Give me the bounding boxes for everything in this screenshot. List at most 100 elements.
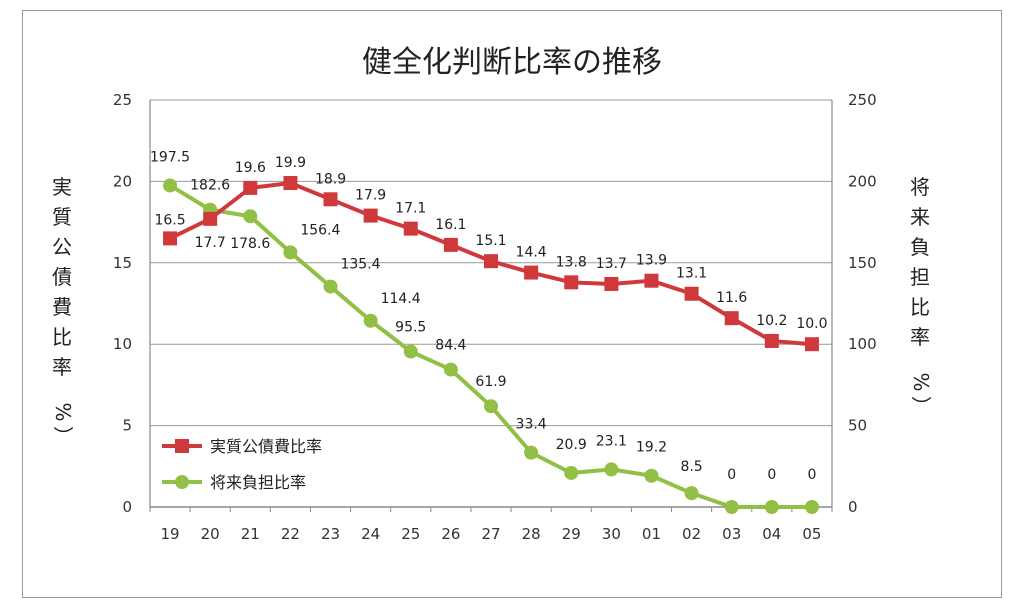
chart-title: 健全化判断比率の推移	[362, 45, 662, 80]
axis-unit-char: ）	[909, 396, 933, 416]
data-point-debt-service	[764, 333, 779, 348]
data-point-debt-service	[564, 275, 579, 290]
axis-title-char: 質	[52, 205, 72, 229]
data-point-future-burden	[283, 245, 298, 260]
legend-label-future-burden: 将来負担比率	[210, 473, 306, 492]
data-point-debt-service	[443, 237, 458, 252]
right-tick-label: 200	[848, 172, 877, 190]
data-label-debt-service: 17.1	[395, 201, 426, 217]
data-point-debt-service	[724, 311, 739, 326]
left-tick-label: 0	[122, 498, 132, 516]
data-point-debt-service	[203, 211, 218, 226]
axis-title-char: 率	[910, 325, 930, 349]
right-tick-label: 0	[848, 498, 858, 516]
axis-title-char: 公	[52, 235, 72, 259]
data-point-debt-service	[243, 180, 258, 195]
data-point-future-burden	[443, 362, 458, 377]
legend-marker-future-burden	[175, 475, 189, 489]
axis-title-char: 将	[910, 175, 930, 199]
axis-title-char: 負	[910, 235, 930, 259]
data-point-future-burden	[644, 468, 659, 483]
data-label-debt-service: 13.9	[636, 253, 667, 269]
left-tick-label: 5	[122, 417, 132, 435]
left-tick-label: 25	[113, 91, 132, 109]
data-label-debt-service: 14.4	[516, 245, 547, 261]
data-point-debt-service	[804, 337, 819, 352]
x-tick-label: 25	[401, 525, 420, 543]
right-tick-label: 50	[848, 417, 867, 435]
x-tick-label: 04	[762, 525, 781, 543]
data-label-debt-service: 17.7	[195, 235, 226, 251]
right-axis-ticks: 0 50 100 150 200 250	[848, 91, 877, 516]
axis-title-char: 比	[52, 325, 72, 349]
axis-title-char: 比	[910, 295, 930, 319]
x-tick-label: 26	[441, 525, 460, 543]
data-point-future-burden	[363, 313, 378, 328]
axis-unit-char: %	[51, 402, 75, 421]
gridlines	[149, 99, 833, 508]
data-label-debt-service: 18.9	[315, 171, 346, 187]
legend-label-debt-service: 実質公債費比率	[210, 437, 322, 456]
data-point-future-burden	[484, 399, 498, 414]
data-point-debt-service	[403, 221, 418, 236]
data-label-future-burden: 197.5	[150, 149, 190, 165]
data-point-debt-service	[604, 276, 619, 291]
data-label-debt-service: 13.8	[556, 254, 587, 270]
data-label-debt-service: 13.1	[676, 266, 707, 282]
data-point-debt-service	[484, 254, 498, 269]
x-tick-label: 30	[602, 525, 621, 543]
data-label-debt-service: 15.1	[475, 233, 506, 249]
data-label-debt-service: 10.2	[756, 313, 787, 329]
data-label-future-burden: 156.4	[300, 222, 340, 238]
data-point-future-burden	[403, 344, 418, 359]
data-point-future-burden	[804, 500, 819, 514]
x-tick-label: 05	[802, 525, 821, 543]
data-point-future-burden	[524, 445, 539, 460]
left-tick-label: 20	[113, 172, 132, 190]
data-point-future-burden	[604, 462, 619, 477]
data-label-debt-service: 17.9	[355, 188, 386, 204]
data-label-debt-service: 13.7	[596, 256, 627, 272]
data-point-future-burden	[243, 209, 258, 224]
axis-title-char: 率	[52, 355, 72, 379]
x-axis-ticks: 19 20 21 22 23 24 25 26 27 28 29 30 01 02 03 04 05	[149, 507, 833, 543]
data-point-debt-service	[283, 176, 298, 191]
axis-title-char: 費	[52, 295, 72, 319]
x-tick-label: 21	[241, 525, 260, 543]
data-label-future-burden: 0	[807, 467, 816, 483]
data-label-debt-service: 19.6	[235, 160, 266, 176]
chart-frame	[22, 10, 1002, 598]
data-label-debt-service: 11.6	[716, 290, 747, 306]
right-tick-label: 100	[848, 335, 877, 353]
data-label-future-burden: 178.6	[230, 236, 270, 252]
data-point-future-burden	[764, 500, 779, 514]
right-tick-label: 250	[848, 91, 877, 109]
data-label-debt-service: 19.9	[275, 155, 306, 171]
data-label-future-burden: 0	[767, 467, 776, 483]
right-tick-label: 150	[848, 254, 877, 272]
data-label-future-burden: 95.5	[395, 320, 426, 336]
data-point-debt-service	[644, 273, 659, 288]
data-label-future-burden: 33.4	[516, 417, 547, 433]
data-label-future-burden: 135.4	[340, 257, 380, 273]
x-tick-label: 29	[562, 525, 581, 543]
data-label-debt-service: 16.1	[435, 217, 466, 233]
data-label-future-burden: 114.4	[381, 291, 421, 307]
axis-title-char: 担	[910, 265, 930, 289]
data-point-future-burden	[724, 500, 739, 514]
x-tick-label: 23	[321, 525, 340, 543]
data-labels: 16.5 17.7 19.6 19.9 18.9 17.9 17.1 16.1 15.1 14.4…	[150, 149, 828, 483]
data-point-debt-service	[363, 208, 378, 223]
legend-marker-debt-service	[175, 439, 189, 453]
data-label-debt-service: 16.5	[154, 212, 185, 228]
x-tick-label: 01	[642, 525, 661, 543]
axis-unit-char: ）	[51, 426, 75, 446]
right-axis-title: 将来負担比率% ）	[909, 175, 933, 416]
data-label-future-burden: 23.1	[596, 433, 627, 449]
axis-title-char: 債	[52, 265, 72, 289]
left-axis-title: 実質公債費比率% ）	[51, 175, 75, 446]
x-tick-label: 27	[481, 525, 500, 543]
x-tick-label: 24	[361, 525, 380, 543]
